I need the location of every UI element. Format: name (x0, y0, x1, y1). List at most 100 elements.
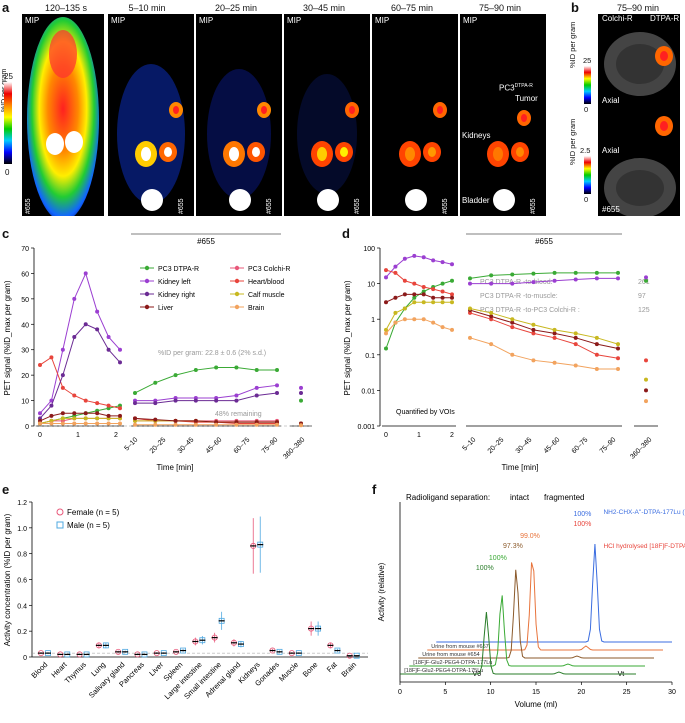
label-blue-f: NH2-CHX-A''-DTPA-177Lu (729.2 Da) (603, 509, 685, 516)
data-point-c (173, 373, 178, 378)
data-point-d (489, 281, 494, 286)
series-line-d (469, 337, 618, 370)
xtick-label-f: 20 (577, 689, 585, 696)
dtpa-label: DTPA-R (650, 14, 680, 23)
mip-label-6: MIP (463, 16, 478, 25)
data-point-d (384, 268, 388, 273)
data-point-c (95, 421, 100, 426)
intact-label-f: intact (510, 493, 530, 502)
data-point-d (384, 331, 388, 336)
legend-marker-c (144, 291, 150, 297)
ytick-label-e: 1.0 (17, 526, 27, 533)
scale-b1-min: 0 (584, 105, 589, 114)
time-header-6: 75–90 min (478, 3, 522, 13)
data-point-c (234, 398, 239, 403)
data-point-d (393, 270, 398, 275)
data-point-d (384, 346, 388, 351)
data-point-d (450, 300, 454, 305)
legend-marker-c (234, 291, 240, 297)
data-point-d (531, 322, 536, 327)
data-point-c (83, 271, 88, 276)
xtick-label-d: 1 (417, 432, 421, 439)
data-point-c (118, 421, 122, 426)
data-point-c (153, 401, 158, 406)
data-point-d (384, 275, 388, 280)
data-point-c (60, 421, 65, 426)
data-point-c (95, 309, 100, 314)
xtick-label-f: 15 (532, 689, 540, 696)
data-point-c (214, 365, 219, 370)
data-point-c (299, 423, 303, 428)
xtick-label-f: 5 (443, 689, 447, 696)
data-point-c (106, 335, 111, 339)
panel-label-f: f (372, 482, 377, 497)
series-line-d (469, 312, 619, 359)
data-point-c (72, 296, 77, 301)
trace-label-f: [18F]F-Glu2-PEG4-DTPA-177Lu (413, 660, 492, 666)
xtick-label-d: 5–10 (461, 436, 477, 452)
data-point-d (468, 306, 472, 311)
data-point-c (83, 398, 88, 403)
category-label-e: Bone (301, 660, 320, 679)
data-point-d (489, 273, 494, 278)
title-f: Radioligand separation: (406, 493, 490, 502)
data-point-c (38, 421, 42, 426)
tumor-annotation: PC3DTPA-R (499, 83, 533, 93)
ytick-label-d: 1 (371, 317, 375, 324)
data-point-c (118, 413, 122, 418)
mouse-id-4: #655 (354, 198, 361, 214)
data-point-c (275, 390, 279, 395)
data-point-d (402, 278, 407, 283)
legend-label-c: PC3 Colchi-R (248, 266, 290, 273)
colchi-label: Colchi-R (602, 14, 633, 23)
data-point-c (83, 416, 88, 421)
ytick-label-c: 70 (21, 246, 29, 253)
pet-image-6: MIP #655 (460, 14, 546, 216)
trace-label-f: [18F]F-Glu2-PEG4-DTPA-175Lu (404, 668, 483, 674)
data-point-d (644, 358, 648, 363)
scale-max-a: 25 (4, 72, 13, 81)
ratio-label-d: PC3 DTPA-R -to-PC3 Colchi-R : (480, 307, 580, 314)
data-point-d (440, 300, 445, 305)
data-point-d (412, 300, 417, 305)
data-point-c (254, 385, 259, 390)
data-point-d (393, 295, 398, 300)
v0-label-f: V0 (473, 671, 482, 678)
data-point-d (510, 352, 515, 357)
data-point-d (510, 325, 515, 330)
series-line-c (39, 271, 121, 414)
data-point-c (118, 360, 122, 365)
peak-label-f: 99.0% (520, 533, 540, 540)
data-point-d (440, 325, 445, 330)
category-label-e: Fat (325, 659, 340, 674)
data-point-c (234, 422, 239, 427)
mouse-id-3: #655 (266, 198, 273, 214)
peak-label-f: 100% (573, 521, 591, 528)
data-point-d (644, 388, 648, 393)
ratio-value-d: 97 (638, 293, 646, 300)
axial-label-1: Axial (602, 96, 620, 105)
data-point-d (421, 317, 426, 322)
data-point-d (573, 270, 578, 275)
ratio-value-d: 125 (638, 307, 650, 314)
ytick-label-e: 1.2 (17, 500, 27, 507)
ytick-label-e: 0.4 (17, 603, 27, 610)
scale-label-b2: %ID per gram (568, 118, 577, 165)
data-point-c (72, 416, 77, 421)
xtick-label-c: 30–45 (177, 436, 196, 455)
colorbar-a (4, 82, 12, 164)
data-point-c (214, 398, 219, 403)
data-point-c (299, 385, 303, 390)
data-point-d (531, 358, 536, 363)
series-line-d (469, 307, 619, 345)
data-point-d (468, 276, 472, 281)
xlabel-f: Volume (ml) (515, 700, 558, 709)
data-point-d (644, 377, 648, 382)
data-point-d (594, 276, 599, 281)
data-point-d (594, 366, 599, 371)
data-point-d (393, 310, 398, 315)
ytick-label-c: 60 (21, 271, 29, 278)
data-point-d (421, 255, 426, 260)
data-point-d (594, 335, 599, 340)
xtick-label-f: 25 (623, 689, 631, 696)
